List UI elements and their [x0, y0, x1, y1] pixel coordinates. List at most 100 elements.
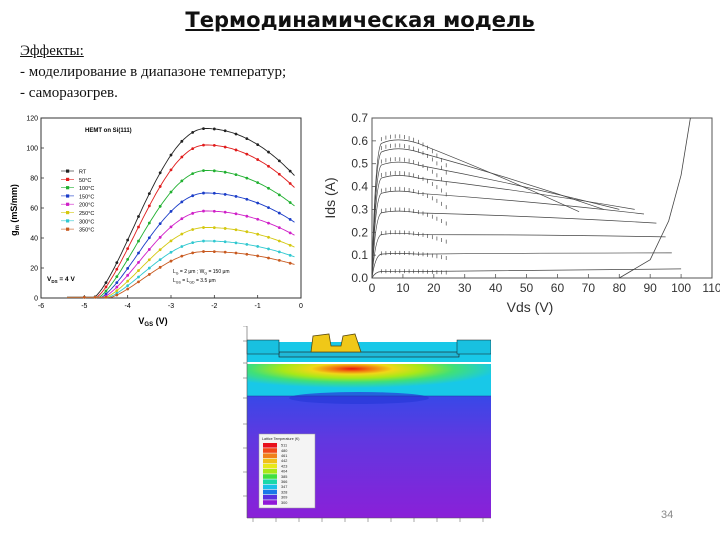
ids-curve	[371, 210, 657, 279]
gm-data-point	[245, 176, 249, 180]
gm-y-tick-label: 20	[30, 266, 38, 273]
gm-x-tick-label: -3	[168, 303, 174, 310]
gm-data-point	[137, 225, 140, 229]
gm-data-point	[180, 155, 184, 159]
ids-x-tick-label: 60	[551, 281, 565, 295]
gm-y-axis-label: gm (mS/mm)	[9, 184, 21, 236]
gm-data-point	[126, 266, 130, 270]
gm-data-point	[126, 258, 130, 261]
gm-vds-note: VDS = 4 V	[47, 276, 75, 284]
gm-data-point	[277, 250, 281, 254]
ids-breakdown-curve	[619, 117, 691, 279]
gm-y-tick-label: 60	[30, 206, 38, 213]
gm-data-point	[267, 164, 270, 168]
gm-data-point	[104, 285, 108, 289]
gm-data-point	[104, 289, 108, 293]
gm-data-point	[137, 280, 140, 284]
gm-data-point	[202, 169, 205, 172]
gm-legend-label: 100°C	[79, 186, 94, 192]
gm-data-point	[267, 256, 270, 260]
gm-data-point	[202, 209, 205, 213]
gm-data-point	[180, 179, 184, 183]
temperature-legend-swatch	[263, 495, 277, 500]
ids-x-tick-label: 0	[369, 281, 376, 295]
ids-y-tick-label: 0.4	[351, 180, 368, 194]
ids-x-tick-label: 20	[427, 281, 441, 295]
gm-data-point	[169, 239, 173, 243]
gm-data-point	[234, 132, 238, 136]
gm-data-point	[234, 195, 238, 198]
gm-data-point	[223, 250, 227, 254]
gm-data-point	[267, 150, 270, 154]
gm-data-point	[223, 170, 227, 174]
temperature-legend-swatch	[263, 458, 277, 464]
ids-curve	[371, 139, 580, 279]
gm-data-point	[288, 243, 292, 247]
ids-curve	[371, 175, 635, 279]
gm-data-point	[245, 214, 249, 218]
gm-data-point	[137, 215, 140, 218]
gm-data-point	[288, 169, 292, 173]
gm-legend-label: RT	[79, 170, 87, 176]
gm-annotation: HEMT on Si(111)	[85, 128, 132, 134]
gm-geometry-note-2: LGS = LGD = 3.5 μm	[173, 278, 216, 285]
gm-data-point	[212, 191, 216, 195]
gm-data-point	[256, 181, 260, 185]
gm-data-point	[212, 127, 216, 131]
gm-data-point	[169, 190, 173, 194]
ids-x-tick-label: 90	[644, 281, 658, 295]
ids-x-tick-label: 10	[396, 281, 410, 295]
temperature-legend-value: 423	[281, 464, 287, 468]
gm-data-point	[234, 212, 238, 216]
gm-data-point	[158, 258, 162, 262]
gm-data-point	[191, 130, 195, 134]
gm-data-point	[191, 211, 195, 215]
gm-data-point	[126, 287, 130, 291]
gm-legend-label: 250°C	[79, 211, 94, 217]
gm-legend-label: 200°C	[79, 203, 94, 209]
gm-data-point	[147, 192, 151, 196]
gm-data-point	[267, 206, 270, 209]
ids-x-tick-label: 110	[702, 281, 720, 295]
gm-data-point	[202, 250, 205, 253]
ids-ticks: 0 10 20 30 40 50 60 70 80 90 100 110 0.0 0.1 0.2 0.3 0.4…	[351, 111, 720, 295]
gm-data-point	[277, 211, 281, 215]
temperature-legend-swatch	[263, 484, 277, 490]
temperature-legend-value: 347	[281, 485, 287, 489]
gm-data-point	[126, 279, 130, 283]
ids-curve	[371, 190, 645, 279]
temperature-legend-value: 385	[281, 475, 287, 479]
page-number: 34	[661, 509, 674, 521]
gm-data-point	[277, 239, 281, 243]
gm-data-point	[212, 226, 216, 230]
gm-legend-label: 50°C	[79, 178, 91, 184]
gm-legend-label: 150°C	[79, 194, 94, 200]
ids-y-tick-label: 0.3	[351, 202, 368, 216]
gm-data-point	[169, 153, 173, 157]
gm-data-point	[137, 251, 140, 255]
gm-data-point	[137, 261, 140, 264]
effects-list: Эффекты: - моделирование в диапазоне тем…	[20, 41, 286, 104]
gm-data-point	[202, 143, 205, 147]
gm-data-point	[256, 217, 260, 221]
gm-data-point	[245, 137, 249, 141]
slide-title: Термодинамическая модель	[185, 8, 535, 32]
gm-data-point	[277, 226, 281, 230]
gm-data-point	[115, 275, 119, 279]
gm-data-point	[126, 273, 130, 277]
ids-x-tick-label: 50	[520, 281, 534, 295]
gm-y-tick-label: 120	[26, 116, 38, 123]
effect-item: - саморазогрев.	[20, 85, 118, 101]
gm-x-tick-label: -4	[125, 303, 131, 310]
gm-data-point	[126, 284, 130, 288]
gm-data-point	[212, 169, 216, 173]
gm-data-point	[137, 269, 140, 272]
gm-data-point	[212, 144, 216, 147]
gm-data-point	[93, 295, 97, 299]
temperature-legend-swatch	[263, 469, 277, 474]
gm-data-point	[212, 209, 216, 213]
ids-y-tick-label: 0.5	[351, 157, 368, 171]
gm-data-point	[234, 251, 238, 255]
temperature-legend-value: 366	[281, 480, 287, 484]
